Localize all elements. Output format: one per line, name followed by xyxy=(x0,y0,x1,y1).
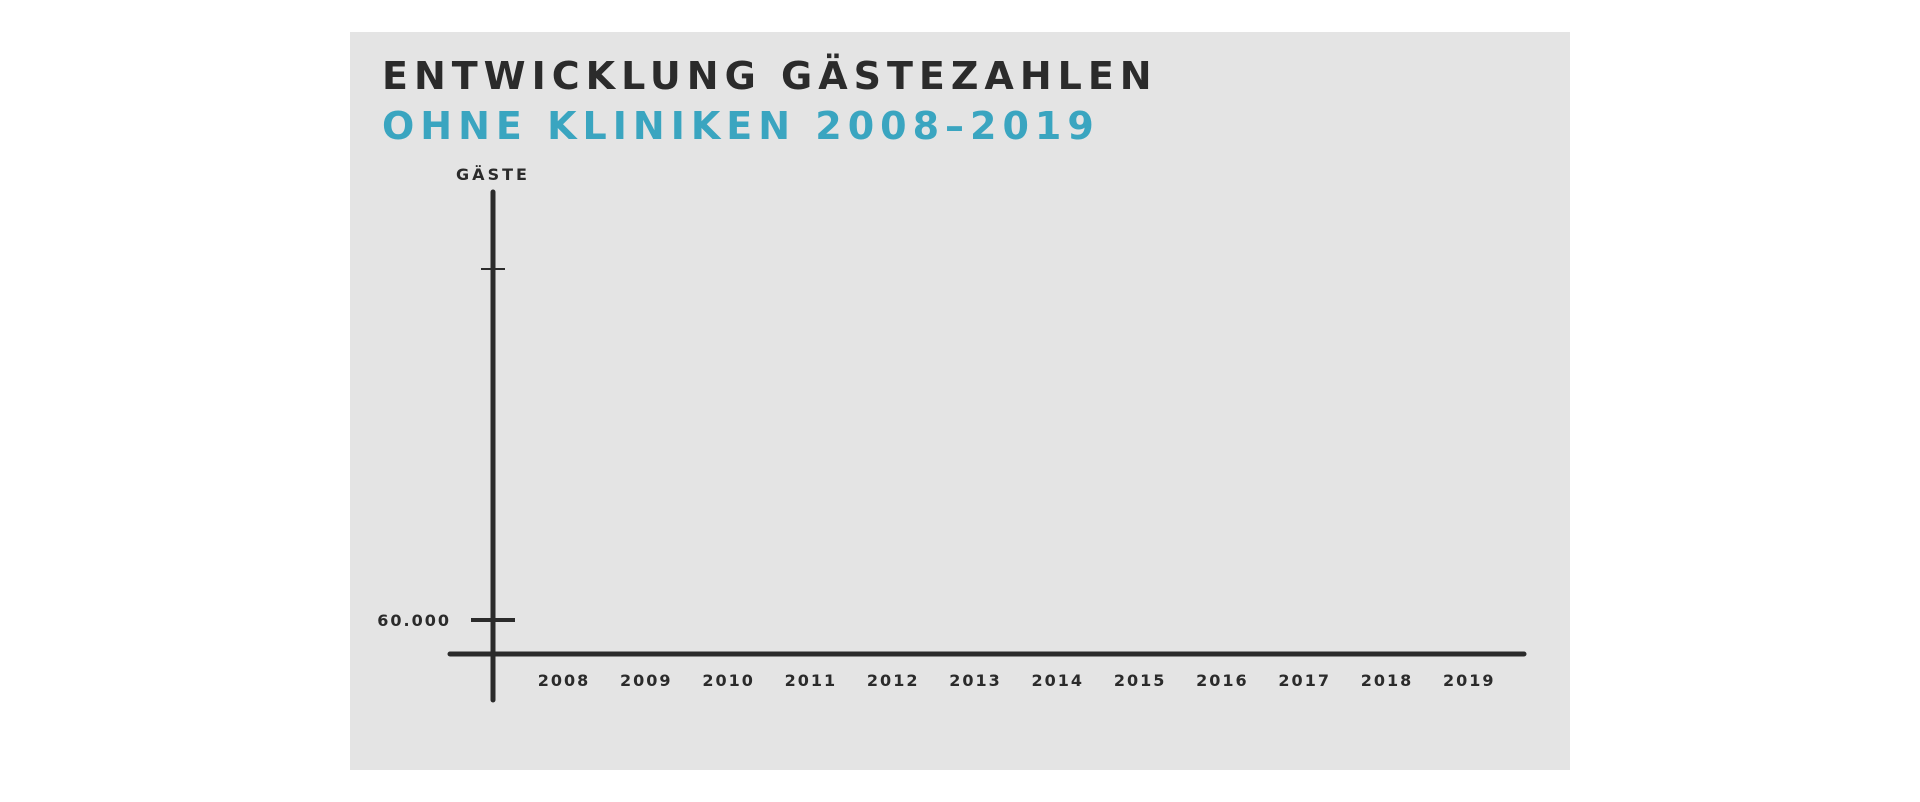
x-tick-label: 2013 xyxy=(949,671,1002,690)
x-tick-label: 2018 xyxy=(1361,671,1414,690)
chart-title: ENTWICKLUNG GÄSTEZAHLEN xyxy=(382,54,1158,98)
y-axis-title: GÄSTE xyxy=(456,165,530,184)
line-chart: GÄSTE 60.00070.00080.00090.000100.000110… xyxy=(377,165,1527,703)
x-tick-label: 2016 xyxy=(1196,671,1249,690)
x-tick-label: 2012 xyxy=(867,671,920,690)
y-ticks: 60.00070.00080.00090.000100.000110.000 xyxy=(377,268,515,630)
x-tick-label: 2011 xyxy=(785,671,838,690)
x-tick-label: 2019 xyxy=(1443,671,1496,690)
x-tick-label: 2010 xyxy=(702,671,755,690)
y-tick-label: 60.000 xyxy=(377,611,451,630)
x-tick-label: 2014 xyxy=(1032,671,1085,690)
x-tick-label: 2015 xyxy=(1114,671,1167,690)
chart-panel: ENTWICKLUNG GÄSTEZAHLEN OHNE KLINIKEN 20… xyxy=(350,32,1570,770)
x-tick-label: 2008 xyxy=(538,671,591,690)
axes xyxy=(447,189,1527,703)
x-tick-label: 2009 xyxy=(620,671,673,690)
x-axis-labels: 2008 2009 2010 2011 2012 2013 2014 2015 2016 2017… xyxy=(538,671,1496,690)
chart-subtitle: OHNE KLINIKEN 2008–2019 xyxy=(382,104,1100,148)
x-tick-label: 2017 xyxy=(1278,671,1331,690)
